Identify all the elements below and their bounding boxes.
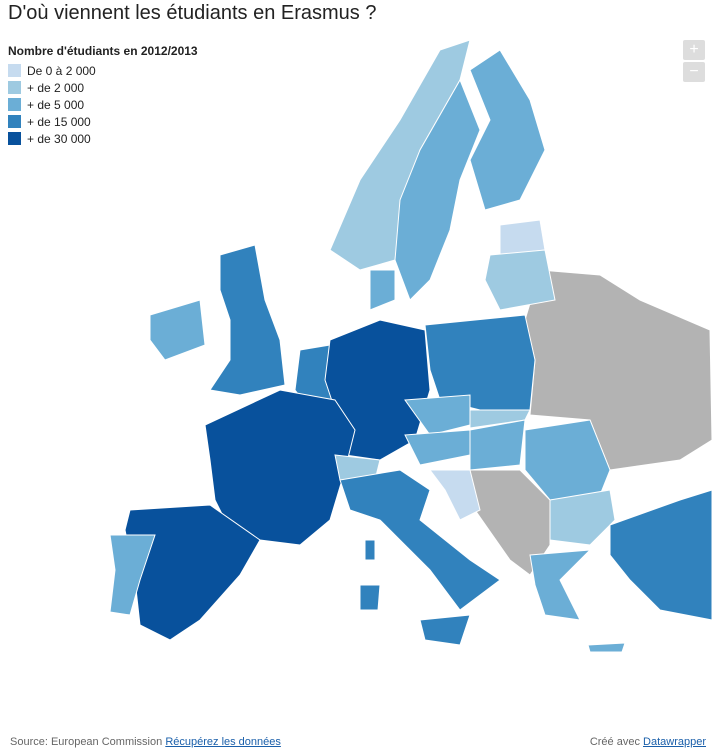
country [124, 504, 261, 641]
legend: Nombre d'étudiants en 2012/2013 De 0 à 2… [8, 44, 198, 147]
zoom-in[interactable]: + [683, 40, 705, 60]
country [469, 419, 526, 471]
legend-label: + de 2 000 [27, 80, 85, 95]
country [419, 614, 471, 646]
legend-label: + de 30 000 [27, 131, 91, 146]
legend-item: + de 2 000 [8, 79, 198, 96]
country [609, 489, 713, 621]
country [424, 314, 536, 411]
country [404, 429, 471, 466]
country [484, 249, 556, 311]
country [587, 642, 626, 653]
country [429, 469, 481, 521]
legend-label: + de 15 000 [27, 114, 91, 129]
legend-item: + de 30 000 [8, 130, 198, 147]
country [499, 219, 546, 256]
credit-link[interactable]: Datawrapper [643, 736, 706, 748]
credit: Créé avec [589, 736, 640, 748]
country [469, 49, 546, 211]
legend-item: + de 15 000 [8, 113, 198, 130]
country [364, 539, 376, 561]
country [359, 584, 381, 611]
country [549, 489, 616, 546]
country [369, 269, 396, 311]
legend-title: Nombre d'étudiants en 2012/2013 [8, 44, 198, 58]
footer-credit: Créé avec Datawrapper [590, 736, 706, 748]
map [109, 39, 713, 653]
legend-swatch [8, 115, 21, 128]
country [529, 549, 592, 621]
zoom-out[interactable]: − [683, 62, 705, 82]
country [339, 469, 501, 611]
legend-label: De 0 à 2 000 [27, 63, 96, 78]
legend-swatch [8, 64, 21, 77]
country [109, 534, 156, 616]
country [209, 244, 286, 396]
legend-swatch [8, 132, 21, 145]
legend-label: + de 5 000 [27, 97, 85, 112]
country [394, 78, 481, 301]
legend-item: + de 5 000 [8, 96, 198, 113]
data-link[interactable]: Récupérez les données [165, 736, 281, 748]
country [204, 389, 356, 546]
legend-swatch [8, 81, 21, 94]
footer-source: Source: European Commission Récupérez le… [10, 736, 281, 748]
country [149, 299, 206, 361]
legend-item: De 0 à 2 000 [8, 62, 198, 79]
legend-swatch [8, 98, 21, 111]
source: Source: European Commission [10, 736, 163, 748]
title: D'où viennent les étudiants en Erasmus ? [8, 2, 377, 24]
